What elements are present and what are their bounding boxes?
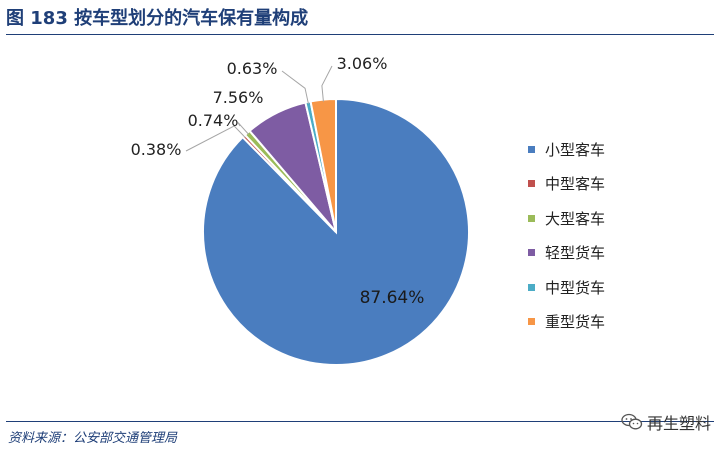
legend-item-1: 小型客车 xyxy=(528,132,605,167)
watermark-text: 再生塑料 xyxy=(646,414,711,433)
source-note: 资料来源：公安部交通管理局 xyxy=(8,431,178,446)
footer-divider xyxy=(6,421,714,422)
leader-line-6 xyxy=(321,65,333,102)
leader-line-5 xyxy=(281,70,309,105)
legend-item-4: 轻型货车 xyxy=(528,236,605,271)
chart-legend: 小型客车中型客车大型客车轻型货车中型货车重型货车 xyxy=(528,132,605,339)
pie-chart: 87.64% 0.38% 0.74% 7.56% 0.63% 3.06% xyxy=(131,54,470,366)
legend-item-5: 中型货车 xyxy=(528,270,605,305)
page-title: 图 183 按车型划分的汽车保有量构成 xyxy=(6,8,309,29)
leader-line-2 xyxy=(185,125,246,152)
legend-label: 小型客车 xyxy=(545,140,606,159)
legend-item-2: 中型客车 xyxy=(528,167,605,202)
leader-line-3 xyxy=(237,122,250,135)
legend-swatch xyxy=(528,283,535,291)
legend-swatch xyxy=(528,249,535,257)
watermark: 再生塑料 xyxy=(621,410,711,434)
legend-label: 轻型货车 xyxy=(545,244,606,263)
data-label-6: 3.06% xyxy=(337,54,388,73)
legend-label: 中型货车 xyxy=(545,278,606,297)
wechat-icon xyxy=(621,413,643,430)
legend-item-3: 大型客车 xyxy=(528,201,605,236)
legend-swatch xyxy=(528,180,535,188)
legend-label: 大型客车 xyxy=(545,209,606,228)
legend-swatch xyxy=(528,318,535,326)
data-label-1: 87.64% xyxy=(360,288,425,308)
data-label-5: 0.63% xyxy=(227,59,278,78)
data-label-4: 7.56% xyxy=(213,88,264,107)
legend-swatch xyxy=(528,214,535,222)
data-label-3: 0.74% xyxy=(188,111,239,130)
legend-item-6: 重型货车 xyxy=(528,305,605,340)
legend-swatch xyxy=(528,145,535,153)
legend-label: 重型货车 xyxy=(545,313,606,332)
title-divider xyxy=(6,34,714,35)
data-label-2: 0.38% xyxy=(131,140,182,159)
legend-label: 中型客车 xyxy=(545,175,606,194)
